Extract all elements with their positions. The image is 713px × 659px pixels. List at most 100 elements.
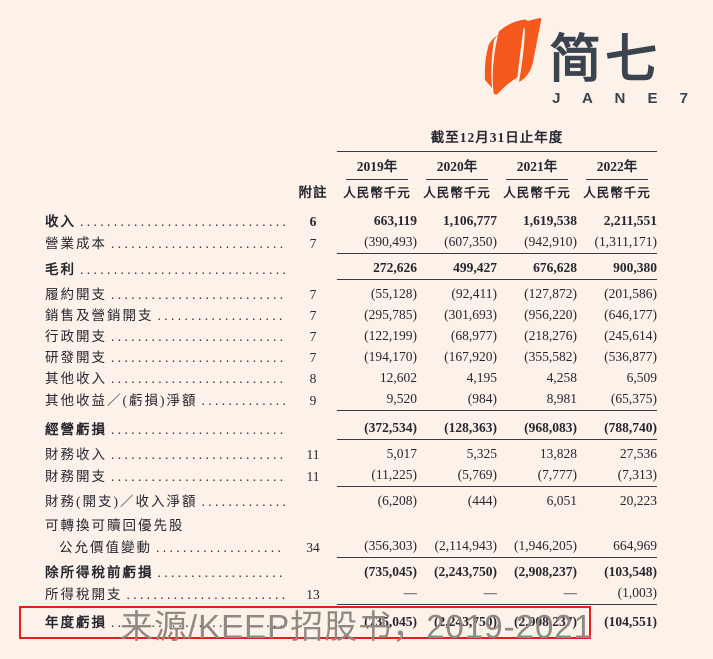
unit-header-1: 人民幣千元 <box>343 186 411 200</box>
table-row: 研發開支 7 (194,170) (167,920) (355,582) (536,877… <box>45 347 657 368</box>
dot-leader <box>158 306 286 326</box>
row-label: 毛利 <box>45 260 289 280</box>
note-header: 附註 <box>298 185 328 200</box>
row-value-3: (355,582) <box>524 349 577 364</box>
row-value-1: (735,045) <box>364 614 417 629</box>
financial-table: 截至12月31日止年度 2019年 2020年 2021年 2022年 附註 人民幣千… <box>19 128 657 639</box>
row-value-2: (301,693) <box>444 307 497 322</box>
period-header-row: 截至12月31日止年度 <box>45 128 657 152</box>
year-header-1: 2019年 <box>337 157 417 180</box>
row-label: 銷售及營銷開支 <box>45 306 289 326</box>
row-value-4: (7,313) <box>577 465 657 487</box>
row-note: 7 <box>309 236 317 251</box>
row-value-1: 12,602 <box>379 370 417 385</box>
dot-leader <box>111 234 285 254</box>
dot-leader <box>111 348 285 368</box>
row-value-1: 9,520 <box>337 389 417 411</box>
row-value-3: (127,872) <box>524 286 577 301</box>
table-row: 履約開支 7 (55,128) (92,411) (127,872) (201,586) <box>45 284 657 305</box>
dot-leader <box>111 420 285 440</box>
dot-leader <box>111 467 285 487</box>
row-label: 除所得稅前虧損 <box>45 563 289 583</box>
row-value-4: 900,380 <box>577 258 657 280</box>
row-label: 其他收益／(虧損)淨額 <box>45 391 289 411</box>
row-value-3: 13,828 <box>539 446 577 461</box>
table-row: 財務收入 11 5,017 5,325 13,828 27,536 <box>45 444 657 465</box>
table-body: 收入 6 663,119 1,106,777 1,619,538 2,211,551 營業成… <box>19 211 657 639</box>
unit-header-3: 人民幣千元 <box>503 186 571 200</box>
year-header-3: 2021年 <box>497 157 577 180</box>
row-value-2: (2,243,750) <box>434 564 497 579</box>
row-value-1: (735,045) <box>364 564 417 579</box>
year-header-4: 2022年 <box>577 157 657 180</box>
row-value-2: (92,411) <box>451 286 497 301</box>
row-value-4: (104,551) <box>604 614 657 629</box>
row-note: 34 <box>306 540 320 555</box>
table-row: 銷售及營銷開支 7 (295,785) (301,693) (956,220) (646,… <box>45 305 657 326</box>
table-row: 營業成本 7 (390,493)(607,350)(942,910)(1,311,1… <box>45 232 657 254</box>
row-value-2: (2,243,750) <box>434 614 497 629</box>
row-value-3: (218,276) <box>524 328 577 343</box>
row-value-3: (2,908,237) <box>514 564 577 579</box>
row-value-3: (1,946,205) <box>497 536 577 558</box>
row-value-3: 8,981 <box>497 389 577 411</box>
jane7-flag-icon <box>484 18 542 95</box>
row-value-1: 663,119 <box>373 213 417 228</box>
row-value-4: (646,177) <box>604 307 657 322</box>
row-note: 9 <box>309 393 317 408</box>
row-value-3: (7,777) <box>497 465 577 487</box>
row-label: 年度虧損 <box>45 613 289 633</box>
row-value-2: 1,106,777 <box>443 213 497 228</box>
row-value-1: (295,785) <box>364 307 417 322</box>
row-value-2: 4,195 <box>466 370 497 385</box>
row-value-4: 2,211,551 <box>603 213 657 228</box>
table-row: 可轉換可贖回優先股 <box>45 516 657 536</box>
year-header-2: 2020年 <box>417 157 497 180</box>
row-value-3: 6,051 <box>546 493 577 508</box>
period-header: 截至12月31日止年度 <box>337 128 657 152</box>
row-value-4: (788,740) <box>577 418 657 440</box>
row-label: 研發開支 <box>45 348 289 368</box>
jane7-logo: 简七 J A N E 7 <box>479 14 697 107</box>
source-caption: 来源/KEEP招股书，2019-2021 <box>119 608 594 645</box>
row-note: 7 <box>309 329 317 344</box>
units-header-row: 附註 人民幣千元 人民幣千元 人民幣千元 人民幣千元 <box>45 183 657 203</box>
row-label: 可轉換可贖回優先股 <box>45 518 185 533</box>
row-label: 財務收入 <box>45 445 289 465</box>
row-label: 其他收入 <box>45 369 289 389</box>
row-value-4: (536,877) <box>604 349 657 364</box>
row-value-3: 4,258 <box>546 370 577 385</box>
row-value-1: (390,493) <box>337 232 417 254</box>
row-value-4: (201,586) <box>604 286 657 301</box>
row-value-2: (128,363) <box>417 418 497 440</box>
row-value-1: (372,534) <box>337 418 417 440</box>
row-value-4: (1,311,171) <box>577 232 657 254</box>
row-value-2: (607,350) <box>417 232 497 254</box>
row-value-1: 5,017 <box>386 446 417 461</box>
row-label: 公允價值變動 <box>45 538 289 558</box>
row-note: 11 <box>306 469 320 484</box>
row-value-2: 499,427 <box>417 258 497 280</box>
row-value-2: 5,325 <box>466 446 497 461</box>
unit-header-2: 人民幣千元 <box>423 186 491 200</box>
row-value-1: (194,170) <box>364 349 417 364</box>
row-label: 營業成本 <box>45 234 289 254</box>
dot-leader <box>111 445 285 465</box>
row-value-1: (11,225) <box>337 465 417 487</box>
row-value-3: (968,083) <box>497 418 577 440</box>
row-value-4: 664,969 <box>577 536 657 558</box>
row-value-4: (245,614) <box>604 328 657 343</box>
row-value-4: (103,548) <box>604 564 657 579</box>
dot-leader <box>111 369 285 389</box>
logo-title: 简七 <box>549 31 662 89</box>
row-value-4: 27,536 <box>619 446 657 461</box>
row-value-1: (6,208) <box>377 493 417 508</box>
table-row: 財務(開支)／收入淨額 (6,208) (444) 6,051 20,223 <box>45 491 657 512</box>
row-value-2: (5,769) <box>417 465 497 487</box>
dot-leader <box>111 327 285 347</box>
row-note: 6 <box>309 214 317 229</box>
row-value-2: (68,977) <box>450 328 497 343</box>
dot-leader <box>111 285 285 305</box>
table-row: 經營虧損 (372,534)(128,363)(968,083)(788,740) <box>45 418 657 440</box>
